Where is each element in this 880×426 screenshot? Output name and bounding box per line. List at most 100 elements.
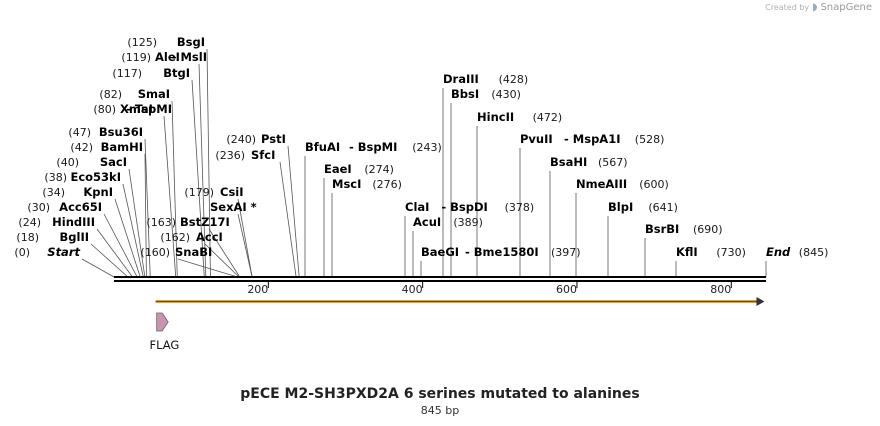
site-position: (18) xyxy=(16,231,39,244)
site-leader xyxy=(279,161,297,278)
site-leader xyxy=(128,168,146,278)
site-name: End xyxy=(766,245,791,259)
site-leader xyxy=(163,115,177,278)
site-name-alt: - BspDI xyxy=(441,200,487,214)
site-name: ClaI xyxy=(405,200,429,214)
site-leader xyxy=(204,243,240,278)
site-position: (163) xyxy=(146,216,176,229)
credit-brand: SnapGene xyxy=(820,2,872,13)
site-position: (845) xyxy=(799,246,829,259)
plasmid-map: 200 400 600 800 (0) Start (18) BglII (24) HindII… xyxy=(14,35,829,352)
site-leader xyxy=(287,145,300,278)
site-name: Start xyxy=(47,245,80,259)
site-position: (430) xyxy=(491,88,521,101)
site-position: (528) xyxy=(635,133,665,146)
site-position: (30) xyxy=(27,201,50,214)
site-name: SacI xyxy=(100,155,127,169)
site-leader xyxy=(144,138,151,278)
credit-created-by: Created by xyxy=(765,3,810,12)
site-leader xyxy=(191,79,205,278)
feature-label: FLAG xyxy=(149,338,179,352)
scale-tick-label: 200 xyxy=(247,283,268,296)
site-position: (80) xyxy=(93,103,116,116)
site-name: SnaBI xyxy=(175,245,212,259)
scale-tick-label: 600 xyxy=(556,283,577,296)
site-name: BtgI xyxy=(163,66,190,80)
site-position: (397) xyxy=(551,246,581,259)
site-position: (125) xyxy=(127,36,157,49)
site-leader xyxy=(177,258,238,278)
site-position: (243) xyxy=(412,141,442,154)
orf-arrowhead xyxy=(756,297,765,306)
site-name: AleI xyxy=(155,50,180,64)
site-name: MscI xyxy=(332,177,361,191)
site-position: (276) xyxy=(372,178,402,191)
site-position: (641) xyxy=(648,201,678,214)
site-name: PstI xyxy=(261,132,286,146)
site-name-alt: - Bme1580I xyxy=(465,245,539,259)
site-name: Acc65I xyxy=(59,200,102,214)
site-name: BfuAI xyxy=(305,140,340,154)
site-leader xyxy=(198,63,207,278)
site-leader xyxy=(81,258,115,278)
site-leader xyxy=(208,228,241,278)
map-title: pECE M2-SH3PXD2A 6 serines mutated to al… xyxy=(240,386,640,402)
site-name: DraIII xyxy=(443,72,479,86)
site-leader xyxy=(90,243,129,278)
site-position: (38) xyxy=(44,171,67,184)
site-name: SmaI xyxy=(138,87,170,101)
map-length: 845 bp xyxy=(420,404,460,417)
site-position: (730) xyxy=(716,246,746,259)
site-name: Eco53kI xyxy=(70,170,121,184)
site-position: (389) xyxy=(453,216,483,229)
scale-tick-label: 400 xyxy=(402,283,423,296)
site-position: (42) xyxy=(70,141,93,154)
site-name: BlpI xyxy=(608,200,633,214)
site-name-alt: - BspMI xyxy=(349,140,397,154)
site-name: SfcI xyxy=(251,148,275,162)
site-name: HincII xyxy=(477,110,514,124)
site-position: (378) xyxy=(505,201,535,214)
site-leader xyxy=(122,183,144,278)
site-name: HindIII xyxy=(52,215,95,229)
backbone xyxy=(114,276,766,282)
site-leader xyxy=(237,213,253,278)
site-name: NmeAIII xyxy=(576,177,627,191)
site-name: XmaI xyxy=(120,102,153,116)
site-position: (24) xyxy=(18,216,41,229)
snapgene-logo-icon: ◗ xyxy=(812,2,818,13)
site-name: BsrBI xyxy=(645,222,679,236)
site-name: KpnI xyxy=(83,185,113,199)
scale-tick-label: 800 xyxy=(710,283,731,296)
site-name-alt: - MspA1I xyxy=(564,132,620,146)
site-position: (162) xyxy=(160,231,190,244)
site-position: (160) xyxy=(140,246,170,259)
site-position: (274) xyxy=(364,163,394,176)
site-leader xyxy=(114,198,141,278)
site-name: BsaHI xyxy=(550,155,587,169)
site-name: KflI xyxy=(676,245,698,259)
scale-ticks: 200 400 600 800 xyxy=(247,282,732,296)
site-name-alt: - MslI xyxy=(172,50,207,64)
site-position: (567) xyxy=(598,156,628,169)
site-position: (34) xyxy=(42,186,65,199)
site-position: (428) xyxy=(499,73,529,86)
site-name: PvuII xyxy=(520,132,553,146)
site-position: (0) xyxy=(14,246,30,259)
site-leader xyxy=(103,213,138,278)
site-name: BaeGI xyxy=(421,245,459,259)
site-position: (240) xyxy=(226,133,256,146)
site-position: (690) xyxy=(693,223,723,236)
site-leader xyxy=(206,48,211,278)
site-position: (119) xyxy=(121,51,151,64)
site-name: BglII xyxy=(60,230,90,244)
site-name: SexAI * xyxy=(210,200,257,214)
site-name: BamHI xyxy=(101,140,143,154)
site-position: (117) xyxy=(112,67,142,80)
site-position: (179) xyxy=(184,186,214,199)
site-position: (82) xyxy=(99,88,122,101)
features: FLAG xyxy=(149,297,765,352)
site-name-alt: - TspMI xyxy=(126,102,172,116)
site-name: AccI xyxy=(196,230,223,244)
site-leader xyxy=(171,100,178,278)
